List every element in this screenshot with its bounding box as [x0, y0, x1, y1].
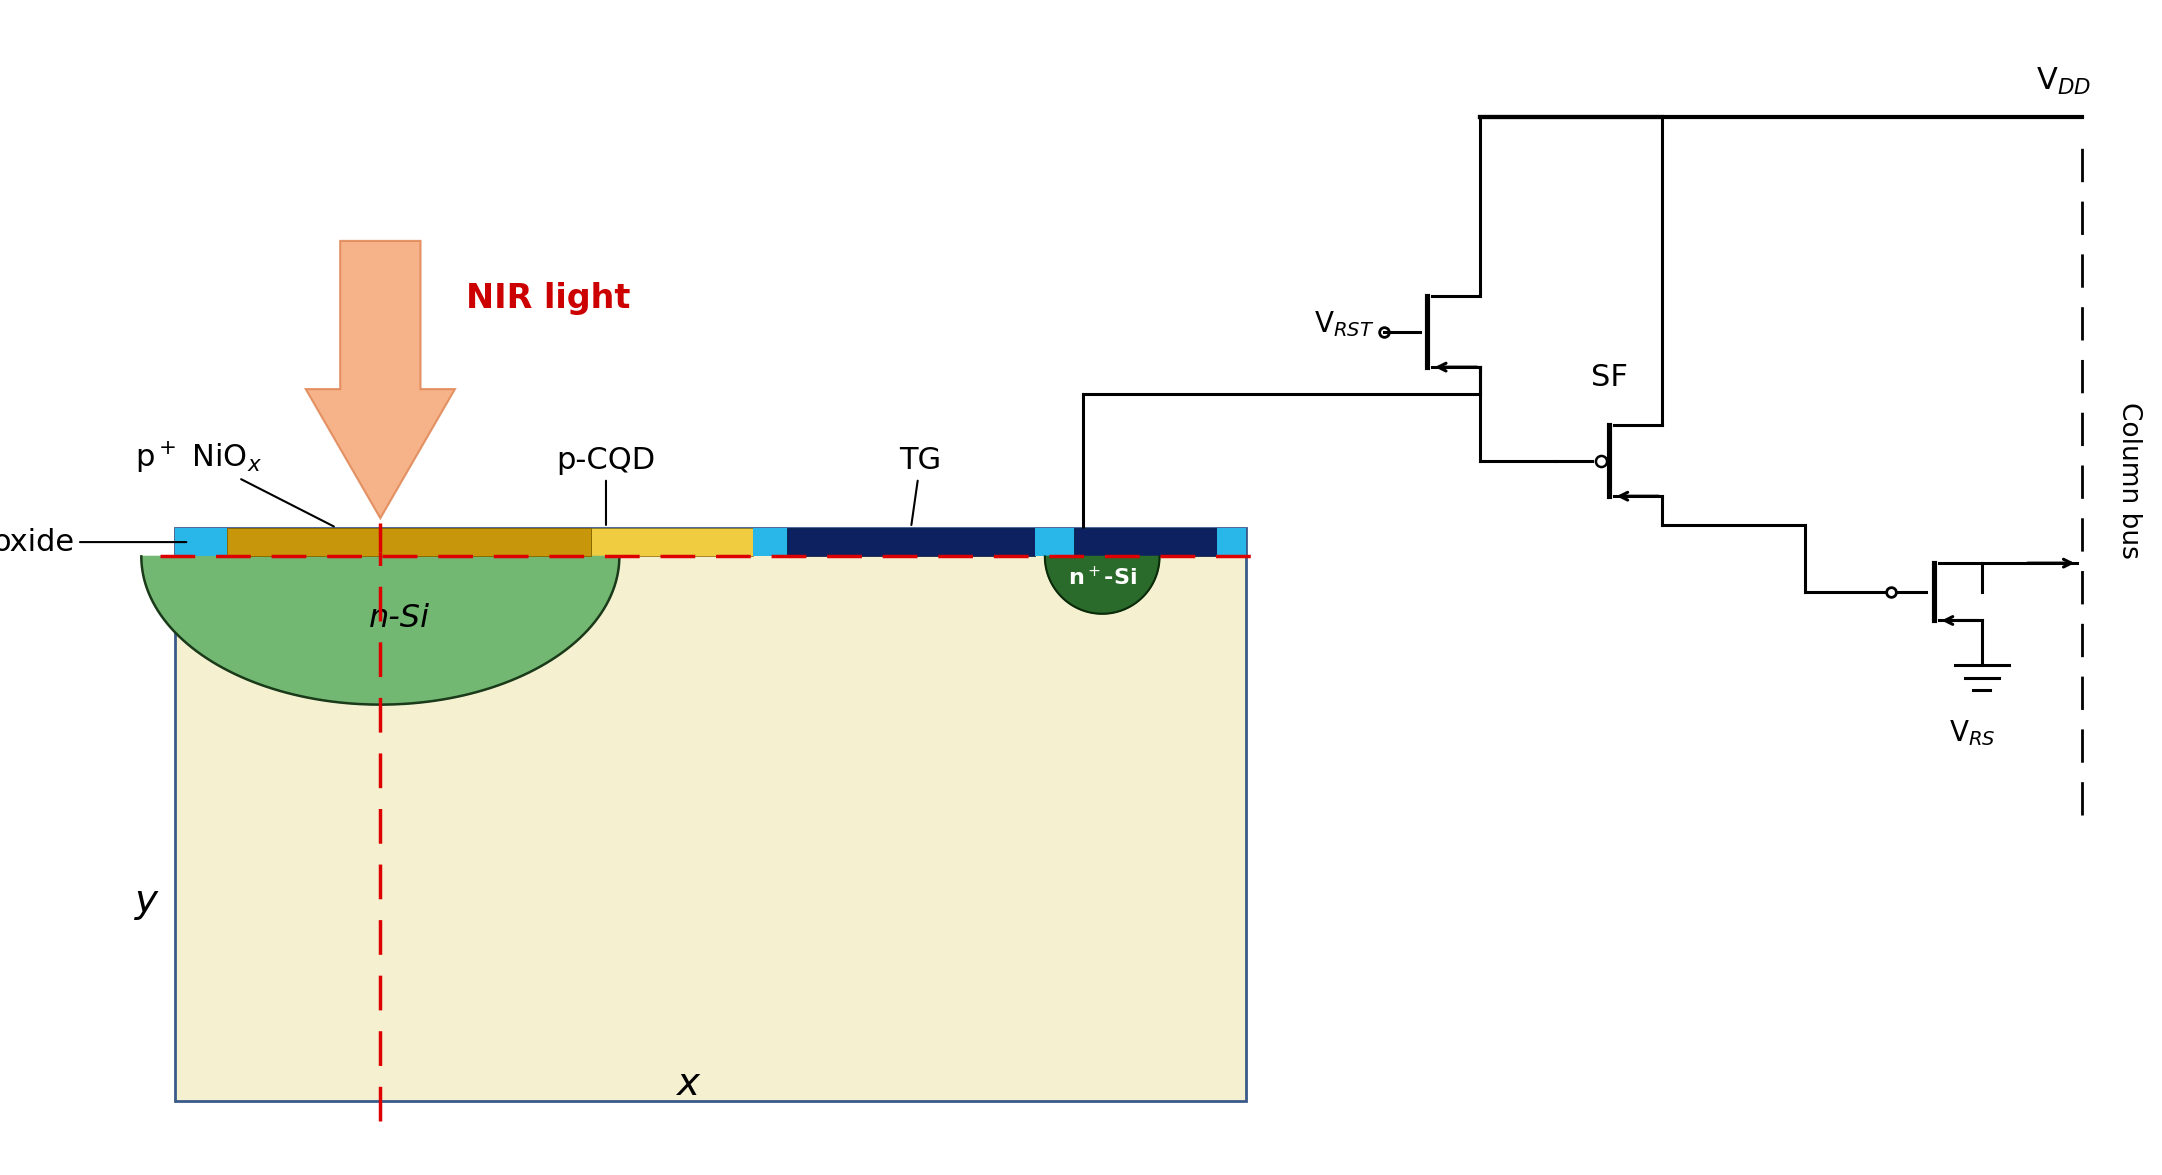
Text: V$_{RST}$: V$_{RST}$ [1314, 309, 1375, 340]
Bar [175, 528, 1245, 557]
Bar [227, 528, 752, 557]
Bar [1036, 528, 1075, 557]
Text: Column bus: Column bus [2117, 402, 2143, 558]
Bar [227, 528, 590, 557]
Text: SF: SF [1591, 363, 1628, 392]
Polygon shape [305, 241, 454, 518]
Text: V$_{RS}$: V$_{RS}$ [1948, 718, 1996, 747]
Text: p-CQD: p-CQD [556, 446, 655, 525]
Bar [1217, 528, 1245, 557]
Bar [787, 528, 1036, 557]
Text: V$_{DD}$: V$_{DD}$ [2037, 67, 2091, 98]
Bar [175, 528, 1245, 1101]
Bar [227, 528, 590, 557]
Text: TG: TG [899, 446, 943, 525]
Bar [175, 528, 227, 557]
Bar [1075, 528, 1217, 557]
Text: oxide: oxide [0, 528, 186, 557]
Text: NIR light: NIR light [467, 282, 631, 315]
Text: n$^+$-Si: n$^+$-Si [1068, 566, 1137, 589]
Bar [752, 528, 787, 557]
Text: x: x [677, 1066, 700, 1103]
Text: y: y [134, 881, 158, 920]
Polygon shape [141, 557, 618, 705]
Text: p$^+$ NiO$_x$: p$^+$ NiO$_x$ [136, 439, 333, 526]
Text: n-Si: n-Si [370, 603, 430, 634]
Polygon shape [1044, 557, 1159, 613]
